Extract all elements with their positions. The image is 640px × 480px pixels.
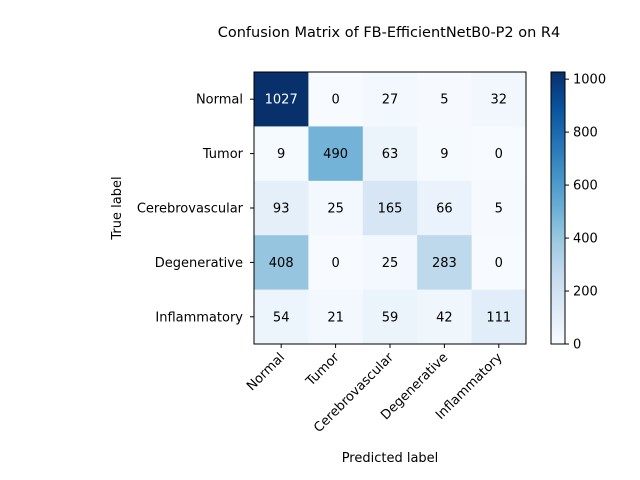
cell-value-label: 0 (331, 256, 339, 271)
cell-value-label: 5 (495, 202, 503, 217)
heatmap-cell-labels: 1027 0 27 5 32 9 490 63 9 0 93 25 165 66 5 408 0 25 283 0 54… (265, 93, 512, 326)
y-tick-label: Degenerative (155, 256, 243, 271)
heatmap-cell (362, 72, 418, 127)
x-tick-label: Normal (244, 350, 288, 394)
heatmap-cell (308, 289, 364, 345)
x-axis-ticks: Normal TumorCerebrovascularDegenerativeIn… (244, 344, 506, 436)
cell-value-label: 66 (436, 202, 453, 217)
cell-value-label: 1027 (265, 93, 298, 108)
heatmap-cell (254, 72, 309, 127)
heatmap-cell (362, 180, 418, 236)
heatmap-cell (308, 126, 364, 182)
heatmap-cell (471, 126, 527, 182)
x-axis-label: Predicted label (342, 451, 439, 466)
heatmap-cell (471, 72, 527, 127)
heatmap-cell (254, 235, 309, 291)
heatmap-cell (417, 72, 473, 127)
y-axis-label: True label (110, 176, 125, 240)
heatmap-cell (417, 289, 473, 345)
cell-value-label: 32 (491, 93, 508, 108)
heatmap-cell (308, 180, 364, 236)
cell-value-label: 165 (378, 202, 403, 217)
cell-value-label: 42 (436, 310, 453, 325)
colorbar-tick-label: 600 (573, 179, 598, 194)
cell-value-label: 59 (382, 310, 399, 325)
cell-value-label: 25 (382, 256, 399, 271)
y-axis-ticks: Normal Tumor Cerebrovascular Degenerative In… (137, 93, 254, 325)
y-tick-label: Tumor (202, 147, 244, 162)
y-tick-label: Normal (196, 93, 243, 108)
heatmap-cell (362, 235, 418, 291)
colorbar-ticks: 0 200 400 600 800 1000 (565, 73, 606, 353)
y-tick-label: Inflammatory (155, 310, 243, 325)
cell-value-label: 21 (327, 310, 344, 325)
heatmap-cell (471, 235, 527, 291)
cell-value-label: 63 (382, 147, 399, 162)
cell-value-label: 408 (269, 256, 294, 271)
y-tick-label: Cerebrovascular (137, 202, 244, 217)
colorbar-tick-label: 0 (573, 338, 581, 353)
heatmap-cell (254, 289, 309, 345)
cell-value-label: 5 (440, 93, 448, 108)
heatmap-cell (254, 126, 309, 182)
colorbar-tick-label: 200 (573, 285, 598, 300)
heatmap-cell (308, 235, 364, 291)
heatmap-cells (254, 72, 527, 345)
chart-title: Confusion Matrix of FB-EfficientNetB0-P2… (218, 25, 561, 41)
cell-value-label: 283 (432, 256, 457, 271)
colorbar (550, 71, 566, 345)
colorbar-tick-label: 1000 (573, 73, 606, 88)
cell-value-label: 93 (273, 202, 290, 217)
heatmap-cell (362, 289, 418, 345)
cell-value-label: 490 (323, 147, 348, 162)
heatmap-cell (471, 289, 527, 345)
heatmap-cell (417, 235, 473, 291)
cell-value-label: 0 (331, 93, 339, 108)
cell-value-label: 27 (382, 93, 399, 108)
cell-value-label: 9 (277, 147, 285, 162)
cell-value-label: 54 (273, 310, 290, 325)
x-tick-label: Tumor (303, 350, 343, 390)
colorbar-tick-label: 800 (573, 126, 598, 141)
colorbar-tick-label: 400 (573, 232, 598, 247)
heatmap-cell (417, 126, 473, 182)
cell-value-label: 9 (440, 147, 448, 162)
cell-value-label: 111 (486, 310, 511, 325)
cell-value-label: 0 (495, 147, 503, 162)
cell-value-label: 0 (495, 256, 503, 271)
heatmap-cell (417, 180, 473, 236)
heatmap-cell (471, 180, 527, 236)
heatmap-cell (362, 126, 418, 182)
heatmap-cell (308, 72, 364, 127)
cell-value-label: 25 (327, 202, 344, 217)
heatmap-cell (254, 180, 309, 236)
